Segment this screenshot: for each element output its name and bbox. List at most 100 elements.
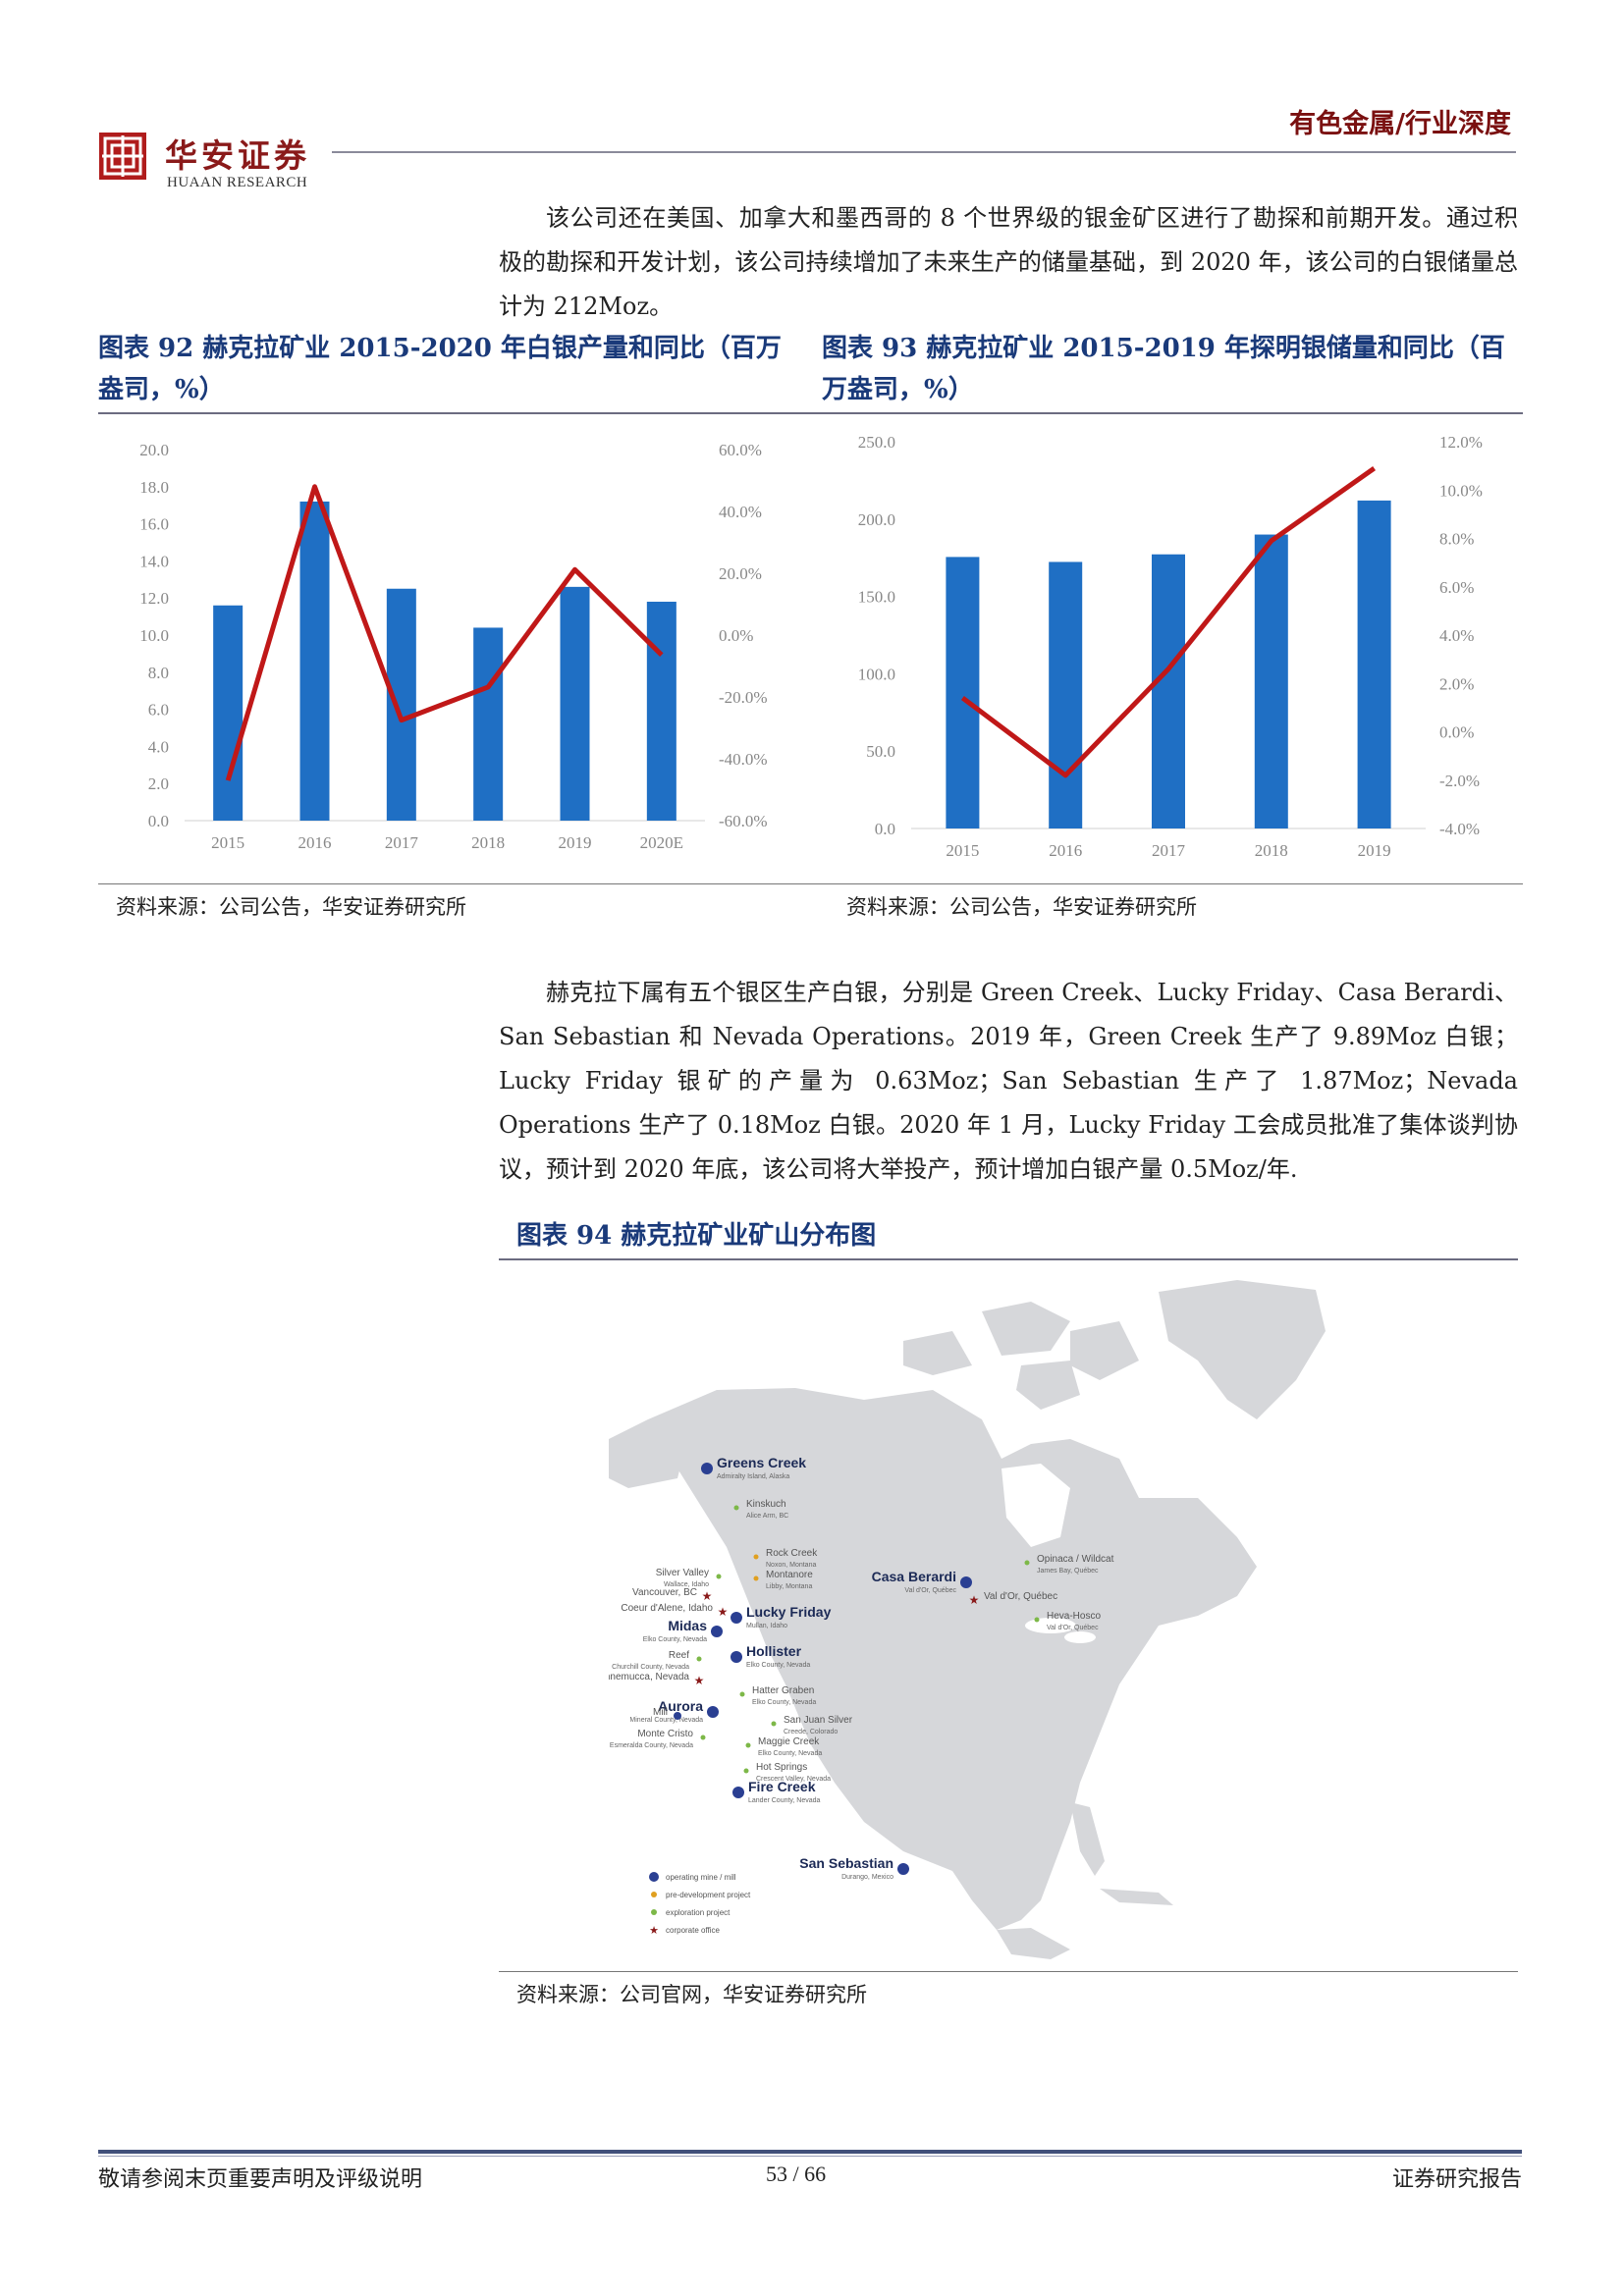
pre-development-marker-icon (753, 1575, 759, 1581)
corporate-office-star-icon: ★ (694, 1674, 705, 1687)
mine-name-label: Hatter Graben (752, 1685, 814, 1696)
mine-name-label: Kinskuch (746, 1499, 786, 1510)
mine-name-label: Midas (668, 1618, 707, 1633)
y-tick-label: 16.0 (139, 515, 169, 534)
mine-location-label: Lander County, Nevada (748, 1797, 821, 1804)
y2-tick-label: -4.0% (1439, 820, 1480, 838)
mines-paragraph: 赫克拉下属有五个银区生产白银，分别是 Green Creek、Lucky Fri… (499, 971, 1518, 1192)
y-tick-label: 2.0 (148, 774, 169, 793)
y-tick-label: 6.0 (148, 701, 169, 720)
legend-label: pre-development project (666, 1891, 751, 1899)
y-tick-label: 250.0 (858, 433, 895, 452)
y-tick-label: 0.0 (875, 820, 895, 838)
mine-location-label: Elko County, Nevada (752, 1699, 816, 1706)
mine-location-label: Mullan, Idaho (746, 1623, 787, 1629)
mine-name-label: Silver Valley (656, 1568, 709, 1578)
y2-tick-label: 6.0% (1439, 578, 1474, 597)
exploration-marker-icon (739, 1691, 745, 1697)
mine-location-label: Esmeralda County, Nevada (610, 1742, 693, 1749)
corporate-office-star-icon: ★ (718, 1605, 729, 1619)
mine-location-label: Admiralty Island, Alaska (717, 1473, 789, 1480)
operating-mine-marker-icon (732, 1787, 744, 1798)
chart-silver-reserves: 0.0 50.0 100.0 150.0 200.0 250.0 -4.0% -2.0% 0.0… (858, 433, 1483, 860)
y2-tick-label: 0.0% (719, 626, 753, 645)
mine-name-label: San Juan Silver (784, 1715, 853, 1726)
exploration-marker-icon (716, 1574, 722, 1579)
mine-location-label: Creede, Colorado (784, 1729, 838, 1735)
bar-2015 (213, 605, 244, 821)
mine-name-label: Fire Creek (748, 1779, 816, 1794)
logo-text-cn: 华安证券 (165, 136, 310, 175)
legend-dot-icon (649, 1872, 659, 1882)
y2-tick-label: 12.0% (1439, 433, 1483, 452)
intro-paragraph: 该公司还在美国、加拿大和墨西哥的 8 个世界级的银金矿区进行了勘探和前期开发。通… (499, 196, 1518, 329)
mine-location-label: Elko County, Nevada (746, 1662, 810, 1669)
y2-tick-label: 10.0% (1439, 481, 1483, 500)
legend-star-icon: ★ (649, 1925, 659, 1937)
corporate-office-star-icon: ★ (702, 1589, 713, 1603)
mine-name-label: Val d'Or, Québec (984, 1591, 1057, 1602)
intro-text: 该公司还在美国、加拿大和墨西哥的 8 个世界级的银金矿区进行了勘探和前期开发。通… (499, 204, 1518, 320)
mine-name-label: San Sebastian (799, 1855, 893, 1871)
exploration-marker-icon (771, 1721, 777, 1727)
fig92-source: 资料来源：公司公告，华安证券研究所 (116, 895, 466, 919)
y-tick-label: 10.0 (139, 626, 169, 645)
y-tick-label: 0.0 (148, 812, 169, 830)
y2-tick-label: 0.0% (1439, 723, 1474, 742)
mine-name-label: Maggie Creek (758, 1736, 820, 1747)
mine-name-label: Heva-Hosco (1047, 1611, 1101, 1622)
mine-location-label: Mineral County, Nevada (629, 1717, 703, 1724)
x-tick-label: 2018 (1255, 841, 1288, 860)
legend-label: operating mine / mill (666, 1873, 736, 1882)
chart-silver-production: 0.0 2.0 4.0 6.0 8.0 10.0 12.0 14.0 16.0 18.0 20.0 -… (139, 441, 768, 852)
y-tick-label: 200.0 (858, 510, 895, 529)
x-tick-label: 2019 (1358, 841, 1391, 860)
exploration-marker-icon (733, 1505, 739, 1511)
header-divider (332, 151, 1516, 153)
yoy-line (225, 484, 664, 781)
footer-rule-thin (98, 2156, 1522, 2157)
bar-2017 (386, 588, 416, 821)
x-tick-label: 2018 (471, 833, 505, 852)
mine-location-label: Alice Arm, BC (746, 1513, 788, 1520)
north-america-landmass (609, 1280, 1326, 1959)
mine-name-label: Greens Creek (717, 1455, 806, 1470)
mine-location-label: Wallace, Idaho (664, 1581, 709, 1588)
legend-label: corporate office (666, 1926, 721, 1935)
y2-tick-label: 60.0% (719, 441, 762, 459)
mine-location-label: Libby, Montana (766, 1583, 812, 1590)
footer-rule (98, 2150, 1522, 2154)
huaan-logo-icon (99, 133, 146, 180)
x-tick-label: 2015 (946, 841, 979, 860)
operating-mine-marker-icon (701, 1463, 713, 1474)
y2-tick-label: 40.0% (719, 503, 762, 521)
y2-tick-label: -20.0% (719, 688, 768, 707)
operating-mine-marker-icon (897, 1863, 909, 1875)
bar-2019 (1357, 500, 1391, 828)
legend-label: exploration project (666, 1908, 731, 1917)
corporate-office-star-icon: ★ (969, 1593, 980, 1607)
y-tick-label: 50.0 (866, 742, 895, 761)
exploration-marker-icon (745, 1742, 751, 1748)
exploration-marker-icon (700, 1735, 706, 1740)
y2-tick-label: -60.0% (719, 812, 768, 830)
bar-2015 (946, 557, 980, 828)
footer-disclaimer: 敬请参阅末页重要声明及评级说明 (98, 2167, 423, 2192)
y-tick-label: 8.0 (148, 664, 169, 682)
mines-text: 赫克拉下属有五个银区生产白银，分别是 Green Creek、Lucky Fri… (499, 979, 1518, 1183)
mine-name-label: Vancouver, BC (632, 1587, 697, 1598)
fig94-source: 资料来源：公司官网，华安证券研究所 (516, 1983, 867, 2006)
bar-2019 (560, 586, 590, 821)
x-tick-label: 2020E (640, 833, 683, 852)
map-legend: operating mine / mill pre-development pro… (649, 1872, 751, 1937)
y2-tick-label: 2.0% (1439, 674, 1474, 693)
y2-tick-label: -40.0% (719, 750, 768, 769)
fig94-bottom-rule (499, 1971, 1518, 1972)
mine-location-label: Val d'Or, Québec (904, 1587, 956, 1594)
mine-name-label: Lucky Friday (746, 1604, 832, 1620)
x-tick-label: 2017 (385, 833, 419, 852)
mine-location-label: Crescent Valley, Nevada (756, 1776, 831, 1783)
mine-name-label: Coeur d'Alene, Idaho (621, 1603, 713, 1614)
operating-mine-marker-icon (731, 1651, 742, 1663)
bar-2017 (1152, 554, 1185, 828)
